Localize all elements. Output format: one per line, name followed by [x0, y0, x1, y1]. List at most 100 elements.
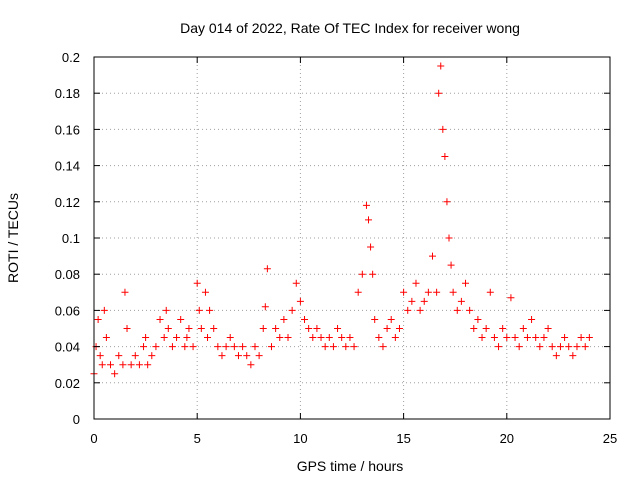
data-point — [177, 315, 185, 323]
data-point — [284, 334, 292, 342]
data-point — [193, 279, 201, 287]
data-point — [102, 334, 110, 342]
data-point — [346, 334, 354, 342]
y-axis: 0 0.02 0.04 0.06 0.08 0.1 0.12 0.14 0.16 0.18 0.2 — [55, 50, 610, 427]
data-point — [162, 306, 170, 314]
data-point — [544, 325, 552, 332]
y-tick-label: 0.12 — [55, 195, 80, 210]
data-point — [490, 334, 498, 342]
data-point — [204, 334, 212, 342]
data-point — [259, 325, 267, 332]
data-point — [181, 343, 189, 351]
data-point — [420, 297, 428, 305]
data-point — [329, 343, 337, 351]
data-point — [272, 325, 280, 332]
data-point — [296, 297, 304, 305]
data-point — [486, 288, 494, 296]
data-point — [142, 334, 150, 342]
chart-title: Day 014 of 2022, Rate Of TEC Index for r… — [180, 20, 520, 36]
data-point — [362, 201, 370, 209]
data-point — [214, 343, 222, 351]
x-axis-label: GPS time / hours — [297, 458, 404, 474]
data-point — [474, 315, 482, 323]
data-point — [443, 198, 451, 206]
y-tick-label: 0.16 — [55, 122, 80, 137]
data-point — [261, 303, 269, 311]
grid — [94, 57, 610, 419]
data-point — [499, 325, 507, 332]
data-point — [313, 325, 321, 332]
data-point — [365, 216, 373, 224]
data-point — [573, 343, 581, 351]
data-point — [395, 325, 403, 332]
data-point — [375, 334, 383, 342]
y-tick-label: 0.14 — [55, 159, 80, 174]
data-point — [226, 334, 234, 342]
data-point — [305, 325, 313, 332]
data-point — [342, 343, 350, 351]
data-point — [387, 315, 395, 323]
data-point — [325, 334, 333, 342]
data-point — [195, 306, 203, 314]
data-point — [317, 334, 325, 342]
data-point — [100, 306, 108, 314]
data-point — [565, 343, 573, 351]
plot-frame — [93, 56, 611, 420]
y-tick-label: 0.08 — [55, 267, 80, 282]
data-point — [276, 334, 284, 342]
data-point — [210, 325, 218, 332]
data-point — [437, 62, 445, 70]
data-point — [441, 153, 449, 161]
data-point — [556, 343, 564, 351]
y-axis-label: ROTI / TECUs — [5, 193, 21, 283]
data-point — [201, 288, 209, 296]
data-point — [96, 352, 104, 360]
data-point — [173, 334, 181, 342]
data-point — [416, 306, 424, 314]
x-tick-label: 10 — [293, 431, 307, 446]
data-point — [338, 334, 346, 342]
data-point — [321, 343, 329, 351]
data-point — [115, 352, 123, 360]
data-point — [507, 294, 515, 302]
data-point — [367, 243, 375, 251]
data-point — [495, 343, 503, 351]
x-tick-label: 5 — [194, 431, 201, 446]
data-point — [189, 343, 197, 351]
data-point — [111, 370, 119, 378]
data-point — [98, 361, 106, 369]
data-point — [433, 288, 441, 296]
data-point — [561, 334, 569, 342]
data-point — [449, 288, 457, 296]
data-point — [185, 325, 193, 332]
data-point — [428, 252, 436, 260]
data-point — [121, 288, 129, 296]
y-tick-label: 0.06 — [55, 303, 80, 318]
data-point — [222, 343, 230, 351]
y-tick-label: 0 — [73, 412, 80, 427]
x-axis: 0 5 10 15 20 25 — [90, 57, 617, 446]
data-point — [164, 325, 172, 332]
data-point — [536, 343, 544, 351]
data-point — [478, 334, 486, 342]
data-point — [288, 306, 296, 314]
data-point — [540, 334, 548, 342]
y-tick-label: 0.18 — [55, 86, 80, 101]
data-point — [268, 343, 276, 351]
data-point — [515, 343, 523, 351]
data-point — [152, 343, 160, 351]
data-point — [148, 352, 156, 360]
data-point — [552, 352, 560, 360]
data-point — [292, 279, 300, 287]
data-point — [243, 352, 251, 360]
data-point — [301, 315, 309, 323]
data-point — [247, 361, 255, 369]
data-point — [453, 306, 461, 314]
data-point — [107, 361, 115, 369]
x-tick-label: 20 — [500, 431, 514, 446]
data-point — [144, 361, 152, 369]
data-point — [523, 334, 531, 342]
data-point — [503, 334, 511, 342]
data-point — [581, 343, 589, 351]
